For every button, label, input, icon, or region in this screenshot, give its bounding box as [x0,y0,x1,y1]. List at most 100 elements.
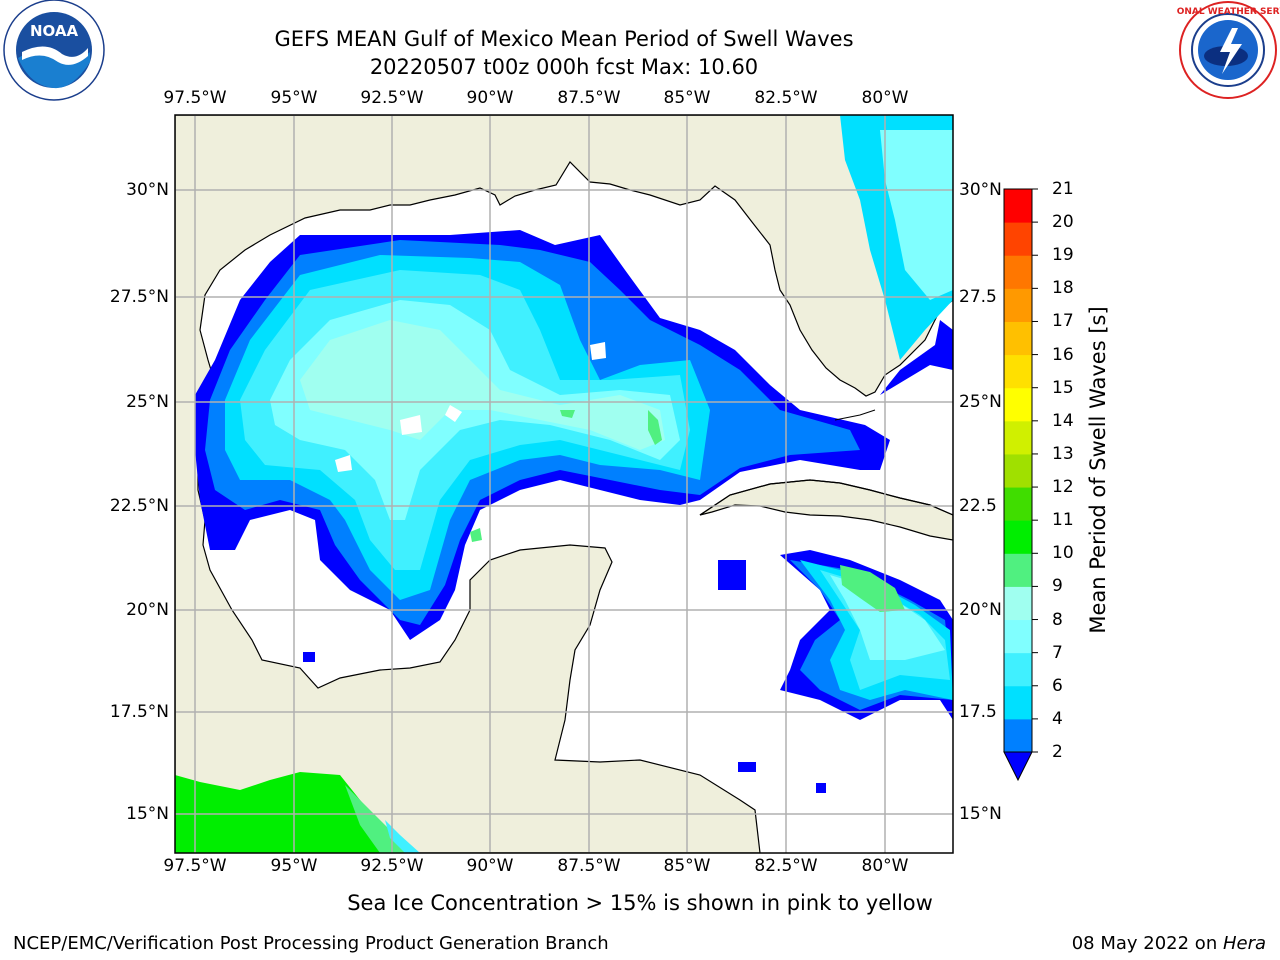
colorbar-segment [1004,685,1032,720]
lat-label-left: 27.5°N [109,287,169,307]
footer-date: 08 May 2022 on Hera [1072,933,1266,954]
coastline-cuba-over [699,479,953,516]
swell-field-9-10-small2 [560,410,575,418]
colorbar-tick-label: 12 [1052,477,1074,498]
colorbar-tick-label: 10 [1052,543,1074,564]
swell-field-9-10-small [470,528,482,542]
colorbar-segment [1004,354,1032,389]
swell-hole-4 [590,342,606,360]
lat-label-right: 27.5 [959,287,997,307]
lon-label-top: 85°W [663,88,711,108]
swell-patch-a [718,560,746,590]
lon-label-bottom: 80°W [861,856,909,876]
colorbar [1003,188,1038,782]
colorbar-segment [1004,321,1032,356]
swell-field-pacific-green [175,772,400,853]
swell-hole-1 [400,415,422,435]
lon-label-top: 87.5°W [557,88,621,108]
lat-label-left: 17.5°N [109,702,169,722]
swell-patch-b [303,652,315,662]
footer-credit: NCEP/EMC/Verification Post Processing Pr… [13,933,609,954]
colorbar-tick-label: 17 [1052,311,1074,332]
colorbar-segment [1004,718,1032,753]
colorbar-tick-label: 8 [1052,609,1063,630]
colorbar-segment [1004,652,1032,687]
colorbar-extend-triangle [1003,751,1033,782]
lon-label-bottom: 97.5°W [163,856,227,876]
lat-label-left: 25°N [126,392,169,412]
swell-hole-3 [335,455,352,472]
lat-label-right: 25°N [959,392,1002,412]
lat-label-right: 15°N [959,804,1002,824]
footer-host: Hera [1222,933,1266,954]
lon-label-top: 82.5°W [754,88,818,108]
lat-label-left: 20°N [126,600,169,620]
colorbar-label: Mean Period of Swell Waves [s] [1086,306,1110,634]
coastline-keys [834,409,876,421]
lat-label-right: 20°N [959,600,1002,620]
lon-label-top: 90°W [466,88,514,108]
swell-patch-d [816,783,826,793]
noaa-logo-text: NOAA [30,22,79,40]
colorbar-tick-label: 21 [1052,179,1074,199]
colorbar-tick-label: 14 [1052,410,1074,431]
colorbar-tick-label: 2 [1052,742,1063,762]
colorbar-tick-label: 6 [1052,675,1063,696]
colorbar-segment [1004,586,1032,621]
colorbar-segment [1004,453,1032,488]
noaa-logo-icon: NOAA [3,0,105,101]
colorbar-tick-label: 18 [1052,278,1074,299]
lon-label-bottom: 95°W [270,856,318,876]
lon-label-bottom: 90°W [466,856,514,876]
sea-ice-caption: Sea Ice Concentration > 15% is shown in … [347,891,933,915]
lon-label-top: 92.5°W [360,88,424,108]
lon-label-bottom: 92.5°W [360,856,424,876]
gridlines [175,115,953,853]
colorbar-tick-label: 11 [1052,510,1074,531]
lon-label-top: 97.5°W [163,88,227,108]
colorbar-segment [1004,288,1032,322]
swell-field-9-10-carib [840,565,905,612]
colorbar-tick-label: 4 [1052,708,1063,729]
colorbar-tick-label: 9 [1052,576,1063,597]
colorbar-segment [1004,255,1032,289]
colorbar-tick-label: 20 [1052,212,1074,233]
swell-patch-c [738,762,756,772]
colorbar-segment [1004,553,1032,587]
map-subtitle: 20220507 t00z 000h fcst Max: 10.60 [369,55,759,79]
colorbar-tick-label: 19 [1052,245,1074,266]
lat-label-left: 30°N [126,180,169,200]
colorbar-segment [1004,487,1032,521]
swell-hole-2 [445,405,462,422]
colorbar-segment [1004,189,1032,223]
lon-label-top: 95°W [270,88,318,108]
colorbar-tick-label: 7 [1052,642,1063,663]
colorbar-segment [1004,387,1032,422]
colorbar-segment [1004,420,1032,455]
colorbar-tick-label: 16 [1052,344,1074,365]
lat-label-right: 30°N [959,180,1002,200]
colorbar-segment [1004,222,1032,256]
lat-label-left: 15°N [126,804,169,824]
colorbar-segment [1004,619,1032,654]
lon-label-bottom: 87.5°W [557,856,621,876]
swell-field-blue-east [880,320,953,395]
lat-label-left: 22.5°N [109,496,169,516]
lat-label-right: 22.5 [959,496,997,516]
lon-label-top: 80°W [861,88,909,108]
svg-text:NATIONAL WEATHER SERVICE: NATIONAL WEATHER SERVICE [1176,7,1280,17]
footer-date-text: 08 May 2022 on [1071,933,1223,954]
swell-field-9-10-gulf [648,410,662,445]
lon-label-bottom: 82.5°W [754,856,818,876]
lon-label-bottom: 85°W [663,856,711,876]
colorbar-tick-label: 15 [1052,377,1074,398]
colorbar-border [1003,188,1033,753]
colorbar-segment [1004,520,1032,554]
nws-logo-icon: NATIONAL WEATHER SERVICE [1176,1,1280,99]
lat-label-right: 17.5 [959,702,997,722]
colorbar-tick-label: 13 [1052,443,1074,464]
map-title: GEFS MEAN Gulf of Mexico Mean Period of … [274,27,854,51]
swell-field-7-8-atlantic [880,130,953,300]
map-border [174,114,954,854]
